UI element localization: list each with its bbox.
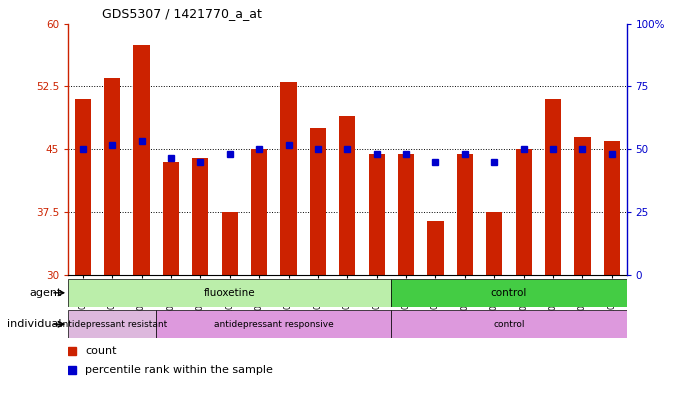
Text: GDS5307 / 1421770_a_at: GDS5307 / 1421770_a_at — [102, 7, 262, 20]
Bar — [457, 154, 473, 275]
Bar — [368, 154, 385, 275]
Text: antidepressant resistant: antidepressant resistant — [57, 320, 168, 329]
Text: control: control — [493, 320, 524, 329]
Text: individual: individual — [7, 319, 61, 329]
Bar — [75, 99, 91, 275]
Text: antidepressant responsive: antidepressant responsive — [214, 320, 334, 329]
Bar — [163, 162, 179, 275]
Bar — [156, 310, 392, 338]
Bar — [68, 310, 156, 338]
Bar — [545, 99, 561, 275]
Bar — [104, 78, 121, 275]
Text: agent: agent — [29, 288, 61, 298]
Bar — [339, 116, 355, 275]
Text: control: control — [491, 288, 527, 298]
Bar — [68, 279, 392, 307]
Bar — [221, 212, 238, 275]
Bar — [486, 212, 503, 275]
Bar — [310, 129, 326, 275]
Bar — [251, 149, 267, 275]
Bar — [574, 137, 590, 275]
Bar — [281, 82, 297, 275]
Bar — [516, 149, 532, 275]
Text: count: count — [85, 346, 116, 356]
Text: percentile rank within the sample: percentile rank within the sample — [85, 365, 273, 375]
Bar — [398, 154, 414, 275]
Text: fluoxetine: fluoxetine — [204, 288, 255, 298]
Bar — [392, 310, 627, 338]
Bar — [133, 44, 150, 275]
Bar — [192, 158, 208, 275]
Bar — [428, 220, 443, 275]
Bar — [604, 141, 620, 275]
Bar — [392, 279, 627, 307]
